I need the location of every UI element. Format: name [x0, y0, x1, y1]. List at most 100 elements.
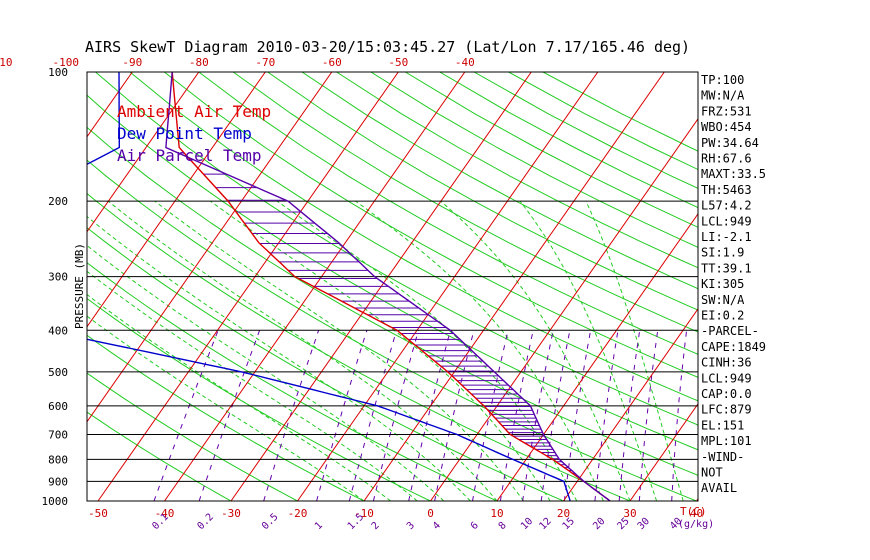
legend-entry: Air Parcel Temp [117, 146, 262, 165]
pressure-tick: 600 [48, 400, 68, 413]
dry-adiabat [87, 192, 631, 501]
moist-adiabat [87, 244, 445, 501]
index-item: TH:5463 [701, 183, 752, 197]
index-item: TT:39.1 [701, 261, 752, 275]
mixing-ratio-tick: 0.5 [260, 512, 281, 533]
mixing-ratio-tick: 12 [538, 516, 554, 532]
bottom-temp-tick: -40 [155, 507, 175, 520]
index-item: KI:305 [701, 277, 744, 291]
index-item: -WIND- [701, 450, 744, 464]
index-item: MPL:101 [701, 434, 752, 448]
dry-adiabat [87, 159, 697, 501]
index-item: L57:4.2 [701, 199, 752, 213]
dry-adiabat [198, 72, 698, 355]
index-item: FRZ:531 [701, 104, 752, 118]
mixing-ratio-tick: 10 [519, 516, 535, 532]
dry-adiabat [336, 72, 698, 269]
isotherm [763, 72, 870, 501]
moist-adiabat [107, 200, 498, 501]
isotherm [629, 402, 698, 501]
dry-adiabat [87, 227, 564, 501]
bottom-temp-tick: 40 [690, 507, 703, 520]
mixing-ratio-line [348, 330, 398, 501]
dry-adiabat [473, 72, 698, 189]
index-item: LCL:949 [701, 371, 752, 385]
dry-adiabat [163, 72, 698, 378]
profile-lines [87, 72, 611, 501]
index-item: SI:1.9 [701, 246, 744, 260]
mixing-ratio-line [372, 330, 419, 501]
mixing-ratio-line [316, 330, 368, 501]
legend-entry: Dew Point Temp [117, 124, 252, 143]
index-item: LI:-2.1 [701, 230, 752, 244]
pressure-tick: 400 [48, 324, 68, 337]
isotherm [87, 72, 200, 233]
top-temp-tick: -90 [122, 56, 142, 69]
dry-adiabat [301, 72, 698, 290]
isotherm [87, 72, 266, 328]
pressure-tick: 300 [48, 271, 68, 284]
index-item: EL:151 [701, 418, 744, 432]
isotherm [496, 212, 698, 501]
pressure-tick: 800 [48, 453, 68, 466]
isotherm [430, 117, 698, 501]
index-item: NOT [701, 466, 723, 480]
legend-entry: Ambient Air Temp [117, 102, 271, 121]
mixing-ratio-tick: 0.2 [196, 512, 217, 533]
top-temp-tick: -40 [455, 56, 475, 69]
mixing-ratio-tick: 20 [591, 516, 607, 532]
index-item: -PARCEL- [701, 324, 759, 338]
isotherm [563, 307, 698, 501]
bottom-temp-tick: 0 [427, 507, 434, 520]
pressure-axis: 100 200 300 400 500 600 700 800 900 1000 [42, 66, 69, 508]
top-temp-tick: -110 [0, 56, 13, 69]
mixing-ratio-tick: 2 [370, 520, 382, 532]
cape-hatching [190, 159, 582, 480]
pressure-tick: 1000 [42, 495, 69, 508]
chart-title: AIRS SkewT Diagram 2010-03-20/15:03:45.2… [85, 38, 690, 56]
index-item: MAXT:33.5 [701, 167, 766, 181]
mixing-ratio-tick: 30 [636, 516, 652, 532]
mixing-ratio-tick: 1 [313, 520, 325, 532]
dry-adiabat [87, 297, 431, 501]
moist-adiabat [440, 200, 631, 501]
mixing-ratio-line [618, 330, 641, 501]
dry-adiabat [95, 72, 698, 426]
y-axis-label: PRESSURE (MB) [73, 243, 86, 329]
mixing-ratio-tick: 8 [497, 520, 509, 532]
isotherm [87, 72, 333, 423]
bottom-temp-tick: -10 [354, 507, 374, 520]
top-temp-tick: -100 [53, 56, 80, 69]
index-item: WBO:454 [701, 120, 752, 134]
index-item: LFC:879 [701, 403, 752, 417]
index-item: SW:N/A [701, 293, 745, 307]
bottom-temp-tick: 20 [557, 507, 570, 520]
dry-adiabat [129, 72, 698, 402]
index-item: EI:0.2 [701, 309, 744, 323]
series-air-parcel-temp [165, 72, 611, 501]
dry-adiabat [232, 72, 698, 333]
index-item: MW:N/A [701, 89, 745, 103]
pressure-tick: 200 [48, 195, 68, 208]
index-item: CINH:36 [701, 356, 752, 370]
isotherm [297, 72, 599, 501]
mixing-ratio-line [540, 330, 571, 501]
isotherm [97, 72, 399, 501]
pressure-tick: 900 [48, 475, 68, 488]
index-item: TP:100 [701, 73, 744, 87]
index-item: PW:34.64 [701, 136, 759, 150]
dry-adiabat [508, 72, 698, 171]
chart-legend: Ambient Air Temp Dew Point Temp Air Parcel… [117, 102, 271, 165]
bottom-temp-tick: 10 [490, 507, 503, 520]
bottom-temp-tick: -20 [288, 507, 308, 520]
bottom-temp-tick: -50 [88, 507, 108, 520]
dry-adiabat [87, 372, 298, 501]
top-temp-tick: -50 [388, 56, 408, 69]
bottom-temp-axis: -50 -40 -30 -20 -10 0 10 20 30 40 [88, 507, 703, 520]
series-ambient-air-temp [171, 72, 611, 501]
top-temp-tick: -70 [255, 56, 275, 69]
top-temp-axis: -120-110-100-90-80-70-60-50-40 [0, 56, 475, 69]
index-item: LCL:949 [701, 214, 752, 228]
